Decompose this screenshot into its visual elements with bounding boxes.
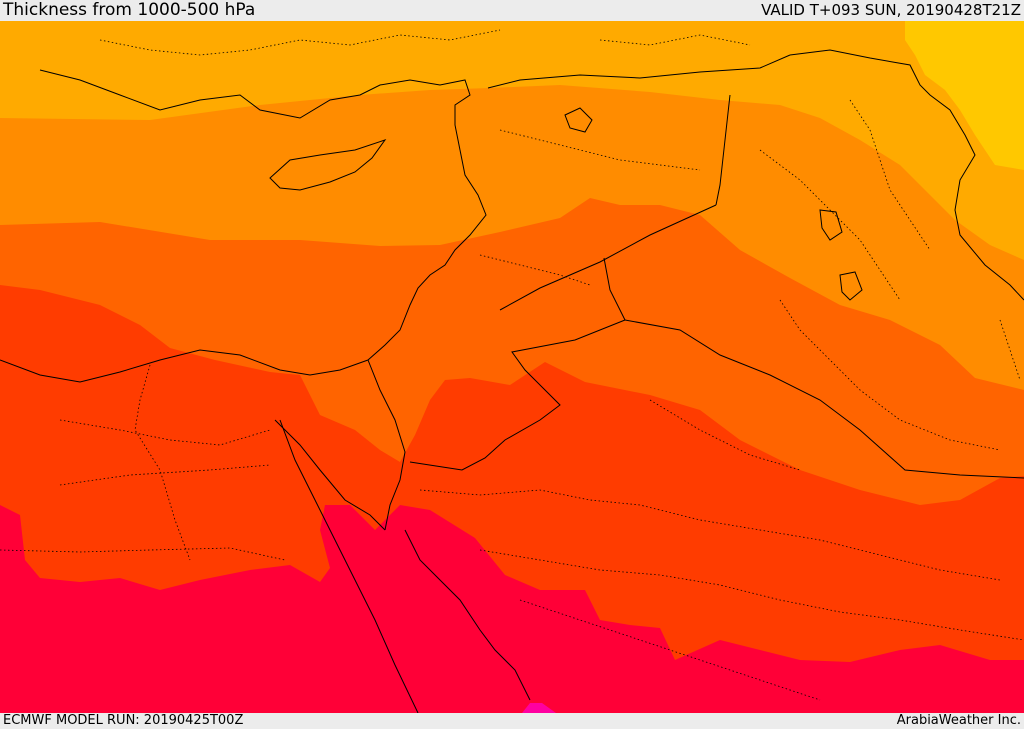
credit: ArabiaWeather Inc. [896, 713, 1021, 728]
valid-time: VALID T+093 SUN, 20190428T21Z [761, 1, 1021, 19]
footer-bar: ECMWF MODEL RUN: 20190425T00Z ArabiaWeat… [0, 713, 1024, 729]
map-title: Thickness from 1000-500 hPa [3, 0, 256, 20]
country-borders [0, 49, 1024, 713]
admin-boundaries [0, 29, 1024, 701]
model-run: ECMWF MODEL RUN: 20190425T00Z [3, 713, 244, 728]
map-area[interactable] [0, 21, 1024, 713]
band-magenta [522, 703, 556, 713]
thickness-map [0, 21, 1024, 713]
header-bar: Thickness from 1000-500 hPa VALID T+093 … [0, 0, 1024, 21]
band-crimson [0, 505, 1024, 713]
band-yellow [905, 21, 1024, 170]
